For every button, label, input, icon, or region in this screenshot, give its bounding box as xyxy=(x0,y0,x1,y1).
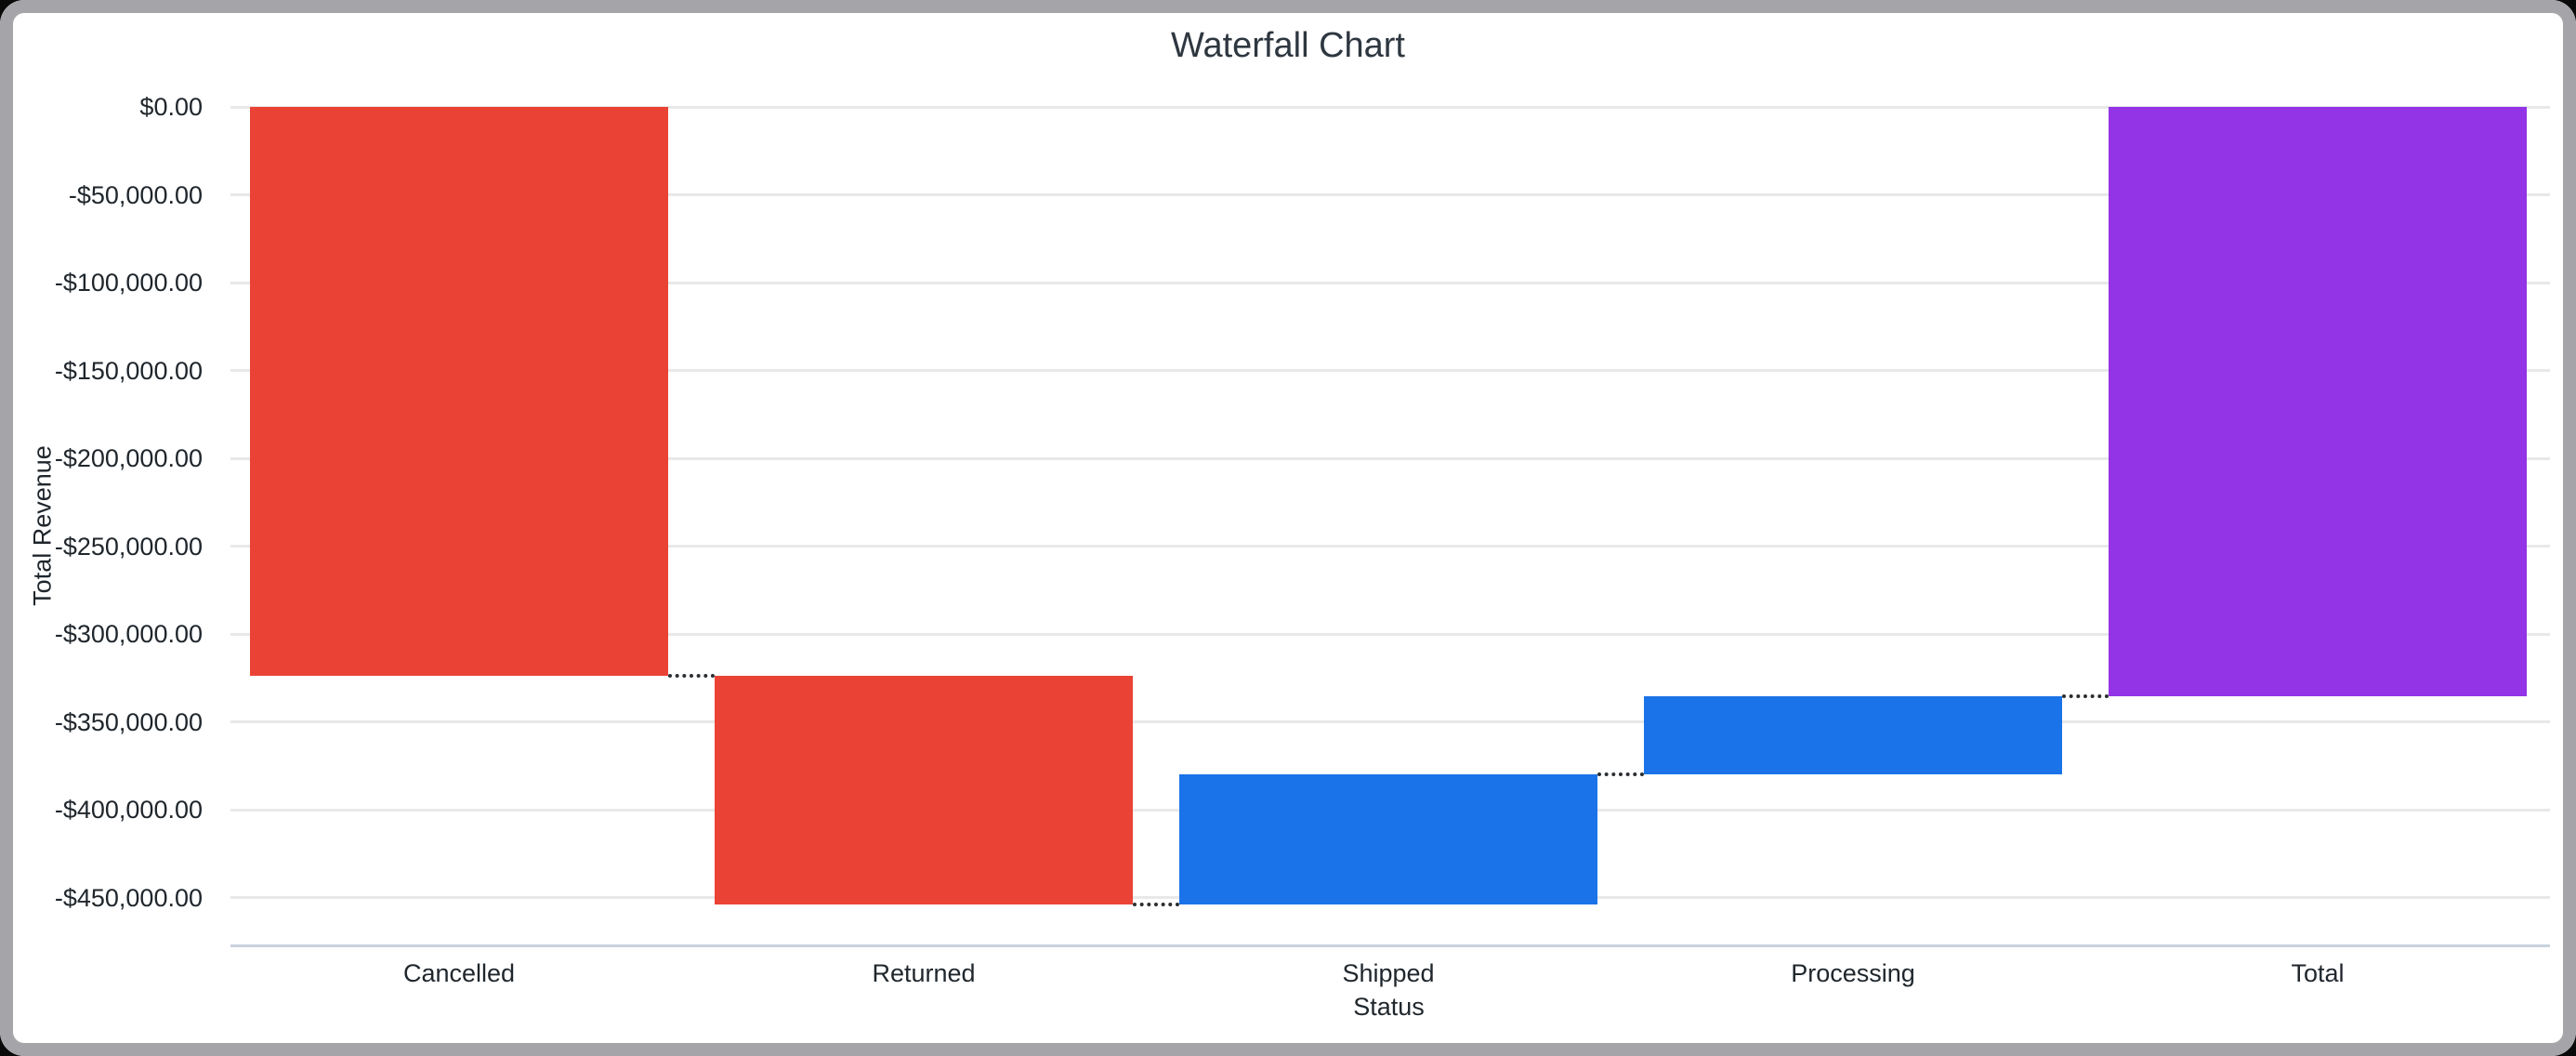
waterfall-connector xyxy=(668,673,715,678)
x-tick-label: Cancelled xyxy=(402,959,516,987)
bar-processing xyxy=(1644,696,2062,775)
waterfall-connector xyxy=(1133,903,1179,907)
chart-title: Waterfall Chart xyxy=(1171,26,1405,65)
x-tick-label: Total xyxy=(2291,959,2345,987)
bar-cancelled xyxy=(250,107,668,676)
y-tick-label: -$200,000.00 xyxy=(54,444,203,473)
x-tick-label: Returned xyxy=(872,959,976,987)
gridline xyxy=(230,456,2550,460)
gridline xyxy=(230,193,2550,197)
x-axis-line xyxy=(230,944,2550,947)
y-tick-label: -$450,000.00 xyxy=(54,883,203,912)
y-tick-label: -$300,000.00 xyxy=(54,620,203,649)
gridline xyxy=(230,545,2550,548)
bar-returned xyxy=(715,675,1133,905)
gridline xyxy=(230,281,2550,284)
x-tick-label: Processing xyxy=(1791,959,1915,987)
y-tick-label: $0.00 xyxy=(139,93,203,121)
y-tick-label: -$150,000.00 xyxy=(54,356,203,385)
y-tick-label: -$250,000.00 xyxy=(54,532,203,561)
y-tick-label: -$100,000.00 xyxy=(54,269,203,297)
gridline xyxy=(230,105,2550,109)
waterfall-connector xyxy=(2062,694,2109,699)
waterfall-connector xyxy=(1597,772,1644,777)
gridline xyxy=(230,720,2550,724)
y-tick-label: -$50,000.00 xyxy=(68,180,203,209)
bar-total xyxy=(2109,107,2527,697)
y-tick-label: -$400,000.00 xyxy=(54,796,203,825)
gridline xyxy=(230,369,2550,373)
gridline xyxy=(230,632,2550,636)
x-axis-title: Status xyxy=(1353,993,1425,1021)
y-tick-label: -$350,000.00 xyxy=(54,707,203,736)
bar-shipped xyxy=(1179,774,1597,905)
x-tick-label: Shipped xyxy=(1342,959,1435,987)
